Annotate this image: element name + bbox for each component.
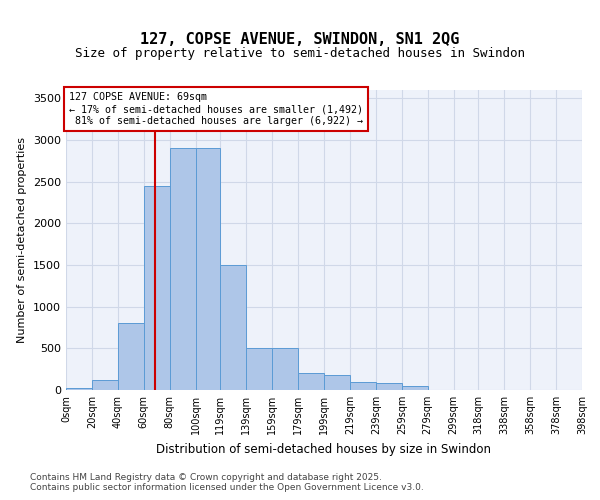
Bar [144,186,170,390]
X-axis label: Distribution of semi-detached houses by size in Swindon: Distribution of semi-detached houses by … [157,442,491,456]
Y-axis label: Number of semi-detached properties: Number of semi-detached properties [17,137,28,343]
Bar [376,384,402,390]
Bar [402,386,428,390]
Bar [66,388,92,390]
Text: 127 COPSE AVENUE: 69sqm
← 17% of semi-detached houses are smaller (1,492)
 81% o: 127 COPSE AVENUE: 69sqm ← 17% of semi-de… [68,92,362,126]
Text: 127, COPSE AVENUE, SWINDON, SN1 2QG: 127, COPSE AVENUE, SWINDON, SN1 2QG [140,32,460,48]
Bar [220,265,246,390]
Bar [298,374,324,390]
Text: Contains HM Land Registry data © Crown copyright and database right 2025.: Contains HM Land Registry data © Crown c… [30,472,382,482]
Bar [92,380,118,390]
Bar [350,382,376,390]
Bar [118,324,144,390]
Bar [246,348,272,390]
Bar [196,148,220,390]
Bar [272,348,298,390]
Text: Size of property relative to semi-detached houses in Swindon: Size of property relative to semi-detach… [75,48,525,60]
Bar [324,375,350,390]
Bar [170,148,196,390]
Text: Contains public sector information licensed under the Open Government Licence v3: Contains public sector information licen… [30,484,424,492]
